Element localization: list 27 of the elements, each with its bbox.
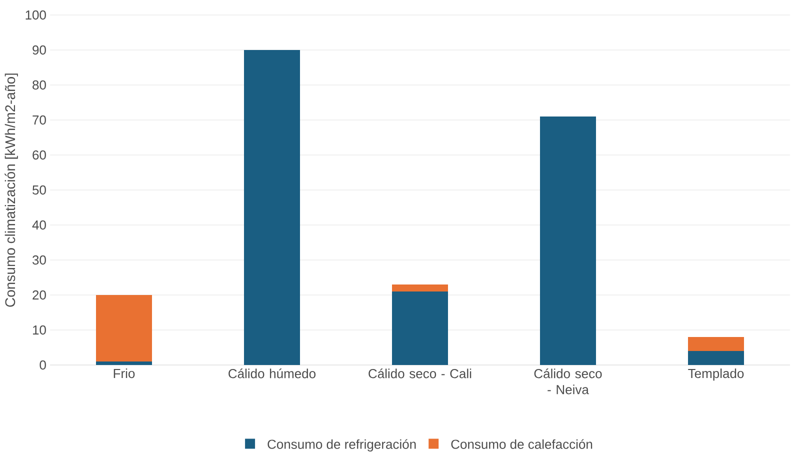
bar: [540, 116, 596, 366]
bar: [96, 362, 152, 366]
y-tick-label: 10: [32, 325, 46, 335]
x-tick-label: Cálido seco - Neiva: [534, 368, 602, 394]
y-tick-label: 50: [32, 185, 46, 195]
x-tick-label: Templado: [688, 368, 744, 381]
x-tick-label: Cálido seco - Cali: [368, 368, 472, 378]
y-tick-label: 0: [40, 360, 46, 370]
y-tick-label: 40: [32, 220, 46, 230]
bar: [392, 292, 448, 366]
bar: [244, 50, 300, 366]
x-tick-label: Frio: [114, 368, 135, 378]
bar: [392, 284, 448, 292]
bar: [688, 351, 744, 366]
x-tick-label: Cálido húmedo: [228, 368, 316, 378]
y-tick-label: 70: [32, 115, 46, 125]
y-tick-label: 100: [26, 10, 46, 20]
bar: [96, 295, 152, 362]
y-tick-label: 80: [32, 80, 46, 90]
y-tick-label: 60: [32, 150, 46, 160]
legend-label: Consumo de calefacción: [451, 439, 592, 449]
y-tick-label: 90: [32, 45, 46, 55]
y-tick-label: 20: [32, 290, 46, 300]
y-tick-label: 30: [32, 255, 46, 265]
y-axis-title: Consumo climatización [kWh/m2-año]: [4, 74, 18, 307]
legend-label: Consumo de refrigeración: [268, 439, 416, 452]
bar: [688, 337, 744, 352]
